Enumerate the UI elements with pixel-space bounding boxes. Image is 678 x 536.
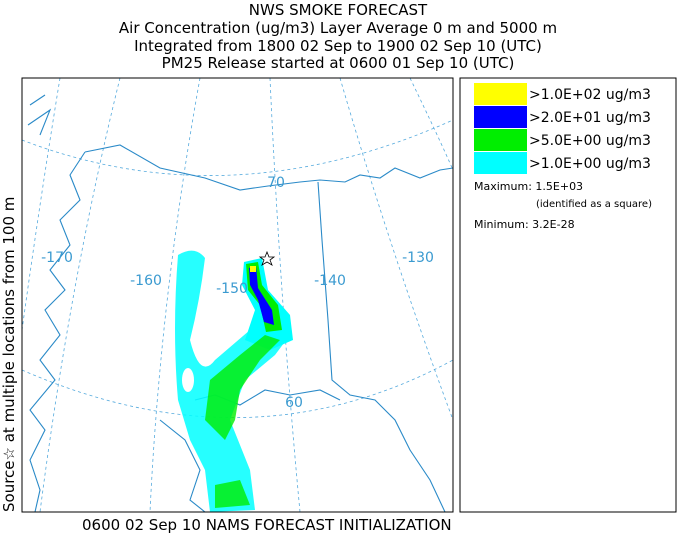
footer: 0600 02 Sep 10 NAMS FORECAST INITIALIZAT… <box>82 516 452 534</box>
legend-swatch <box>474 152 527 174</box>
map-frame <box>21 77 454 513</box>
subtitle: Integrated from 1800 02 Sep to 1900 02 S… <box>134 37 542 55</box>
graticule-label: -160 <box>130 273 162 289</box>
side-label: Source☆ at multiple locations from 100 m <box>0 197 18 512</box>
map: -170 -160 -150 -140 -130 70 60 <box>22 78 453 512</box>
legend-label: >2.0E+01 ug/m3 <box>529 110 651 126</box>
subtitle: PM25 Release started at 0600 01 Sep 10 (… <box>162 54 515 72</box>
graticule-label: -130 <box>402 250 434 266</box>
legend-label: >1.0E+00 ug/m3 <box>529 156 651 172</box>
legend-swatch <box>474 106 527 128</box>
legend: >1.0E+02 ug/m3 >2.0E+01 ug/m3 >5.0E+00 ug/… <box>474 83 651 174</box>
minimum: Minimum: 3.2E-28 <box>474 218 575 231</box>
maximum-note: (identified as a square) <box>536 199 652 210</box>
title: NWS SMOKE FORECAST <box>249 1 428 19</box>
graticule-label: -170 <box>41 250 73 266</box>
legend-label: >5.0E+00 ug/m3 <box>529 133 651 149</box>
graticule-label: 60 <box>285 395 303 411</box>
legend-swatch <box>474 129 527 151</box>
legend-swatch <box>474 83 527 105</box>
graticule-label: -140 <box>314 273 346 289</box>
maximum: Maximum: 1.5E+03 <box>474 180 583 193</box>
legend-frame <box>459 77 677 513</box>
legend-label: >1.0E+02 ug/m3 <box>529 87 651 103</box>
subtitle: Air Concentration (ug/m3) Layer Average … <box>119 19 557 37</box>
graticule-label: -150 <box>216 281 248 297</box>
graticule-label: 70 <box>267 175 285 191</box>
